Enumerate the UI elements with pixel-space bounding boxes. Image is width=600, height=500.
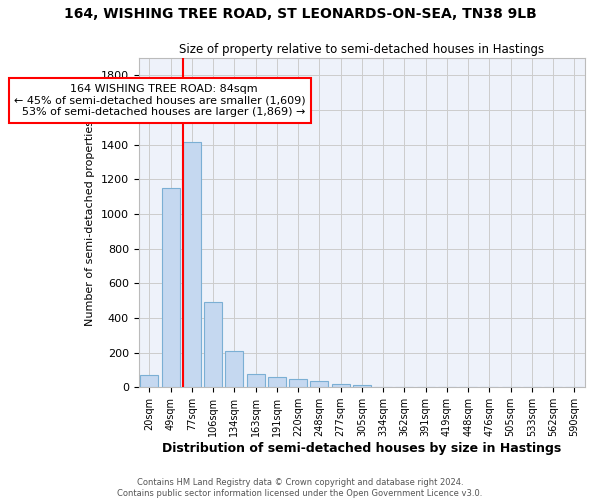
Bar [183, 142, 201, 387]
Bar [225, 351, 244, 387]
Text: 164 WISHING TREE ROAD: 84sqm
← 45% of semi-detached houses are smaller (1,609)
 : 164 WISHING TREE ROAD: 84sqm ← 45% of se… [14, 84, 306, 117]
Bar [140, 375, 158, 387]
Title: Size of property relative to semi-detached houses in Hastings: Size of property relative to semi-detach… [179, 42, 544, 56]
Bar [353, 384, 371, 387]
Bar [204, 302, 222, 387]
Bar [310, 381, 328, 387]
Bar [332, 384, 350, 387]
Text: 164, WISHING TREE ROAD, ST LEONARDS-ON-SEA, TN38 9LB: 164, WISHING TREE ROAD, ST LEONARDS-ON-S… [64, 8, 536, 22]
Bar [247, 374, 265, 387]
Bar [268, 377, 286, 387]
X-axis label: Distribution of semi-detached houses by size in Hastings: Distribution of semi-detached houses by … [162, 442, 562, 455]
Bar [289, 378, 307, 387]
Bar [161, 188, 179, 387]
Y-axis label: Number of semi-detached properties: Number of semi-detached properties [85, 120, 95, 326]
Text: Contains HM Land Registry data © Crown copyright and database right 2024.
Contai: Contains HM Land Registry data © Crown c… [118, 478, 482, 498]
